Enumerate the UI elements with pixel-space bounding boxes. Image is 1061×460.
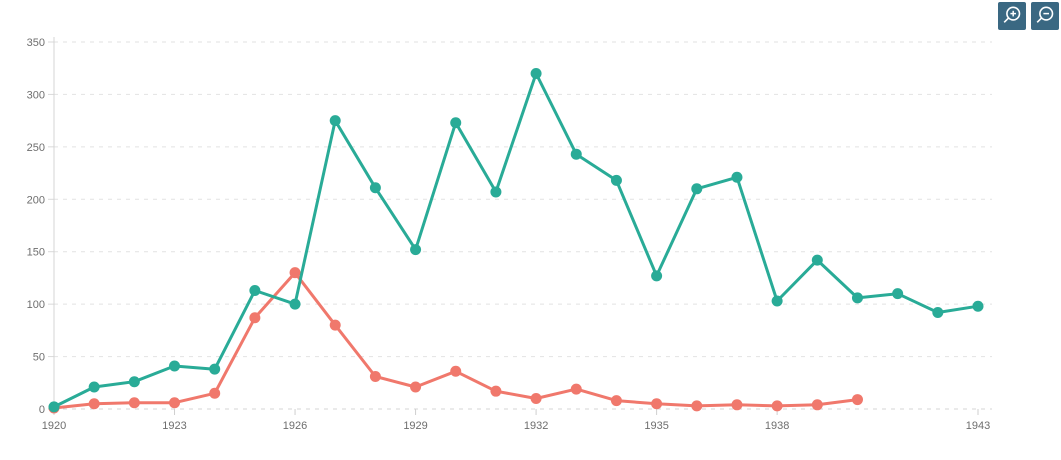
teal-series-point-1930 [450, 117, 462, 129]
teal-series-point-1935 [651, 270, 663, 282]
zoom-in-icon [1001, 5, 1023, 27]
teal-series-point-1922 [128, 376, 140, 388]
teal-series-point-1923 [169, 360, 181, 372]
teal-series-point-1936 [691, 183, 703, 195]
x-tick-label-1943: 1943 [966, 420, 990, 432]
teal-series-point-1933 [570, 148, 582, 160]
teal-series-point-1940 [851, 292, 863, 304]
salmon-series-line [52, 271, 859, 410]
teal-series-point-1942 [932, 307, 944, 319]
x-tick-label-1938: 1938 [765, 420, 789, 432]
y-tick-label-200: 200 [27, 194, 45, 206]
teal-series-point-1926 [289, 298, 301, 310]
y-tick-label-50: 50 [33, 352, 45, 364]
y-tick-label-300: 300 [27, 89, 45, 101]
teal-series-point-1932 [530, 67, 542, 79]
salmon-series-point-1929 [410, 381, 422, 393]
salmon-series-point-1937 [731, 399, 743, 411]
teal-series-point-1921 [88, 381, 100, 393]
x-tick-label-1920: 1920 [42, 420, 66, 432]
teal-series-point-1937 [731, 171, 743, 183]
salmon-series-point-1932 [530, 393, 542, 405]
y-tick-label-100: 100 [27, 299, 45, 311]
salmon-series-point-1922 [128, 397, 140, 409]
teal-series-point-1929 [410, 244, 422, 256]
y-tick-label-250: 250 [27, 142, 45, 154]
teal-series-point-1928 [369, 182, 381, 194]
x-tick-label-1932: 1932 [524, 420, 548, 432]
salmon-series-point-1925 [249, 312, 261, 324]
teal-series-point-1943 [972, 300, 984, 312]
salmon-series-point-1936 [691, 400, 703, 412]
salmon-series-point-1926 [289, 267, 301, 279]
teal-series-point-1927 [329, 115, 341, 127]
salmon-series-point-1921 [88, 398, 100, 410]
salmon-series-point-1923 [169, 397, 181, 409]
teal-series-point-1939 [811, 254, 823, 266]
salmon-series-point-1933 [570, 383, 582, 395]
teal-series-point-1925 [249, 285, 261, 297]
salmon-series-point-1938 [771, 400, 783, 412]
salmon-series-point-1930 [450, 365, 462, 377]
salmon-series-point-1939 [811, 399, 823, 411]
teal-series-point-1941 [892, 288, 904, 300]
teal-series-point-1920 [48, 401, 60, 413]
salmon-series-point-1927 [329, 319, 341, 331]
salmon-series-point-1940 [851, 394, 863, 406]
teal-series-point-1938 [771, 295, 783, 307]
zoom-out-button[interactable] [1031, 2, 1059, 30]
x-tick-label-1935: 1935 [644, 420, 668, 432]
zoom-in-button[interactable] [998, 2, 1026, 30]
x-tick-label-1929: 1929 [403, 420, 427, 432]
y-tick-label-150: 150 [27, 247, 45, 259]
y-tick-label-0: 0 [39, 404, 45, 416]
y-tick-label-350: 350 [27, 37, 45, 49]
teal-series-point-1934 [610, 174, 622, 186]
x-tick-label-1926: 1926 [283, 420, 307, 432]
teal-series-point-1931 [490, 186, 502, 198]
x-tick-label-1923: 1923 [162, 420, 186, 432]
teal-series-point-1924 [209, 363, 221, 375]
teal-series-line [52, 72, 980, 409]
salmon-series-point-1935 [651, 398, 663, 410]
zoom-toolbar [998, 2, 1059, 30]
zoom-out-icon [1034, 5, 1056, 27]
salmon-series-point-1934 [610, 395, 622, 407]
salmon-series-point-1931 [490, 385, 502, 397]
salmon-series-point-1928 [369, 370, 381, 382]
salmon-series-point-1924 [209, 387, 221, 399]
